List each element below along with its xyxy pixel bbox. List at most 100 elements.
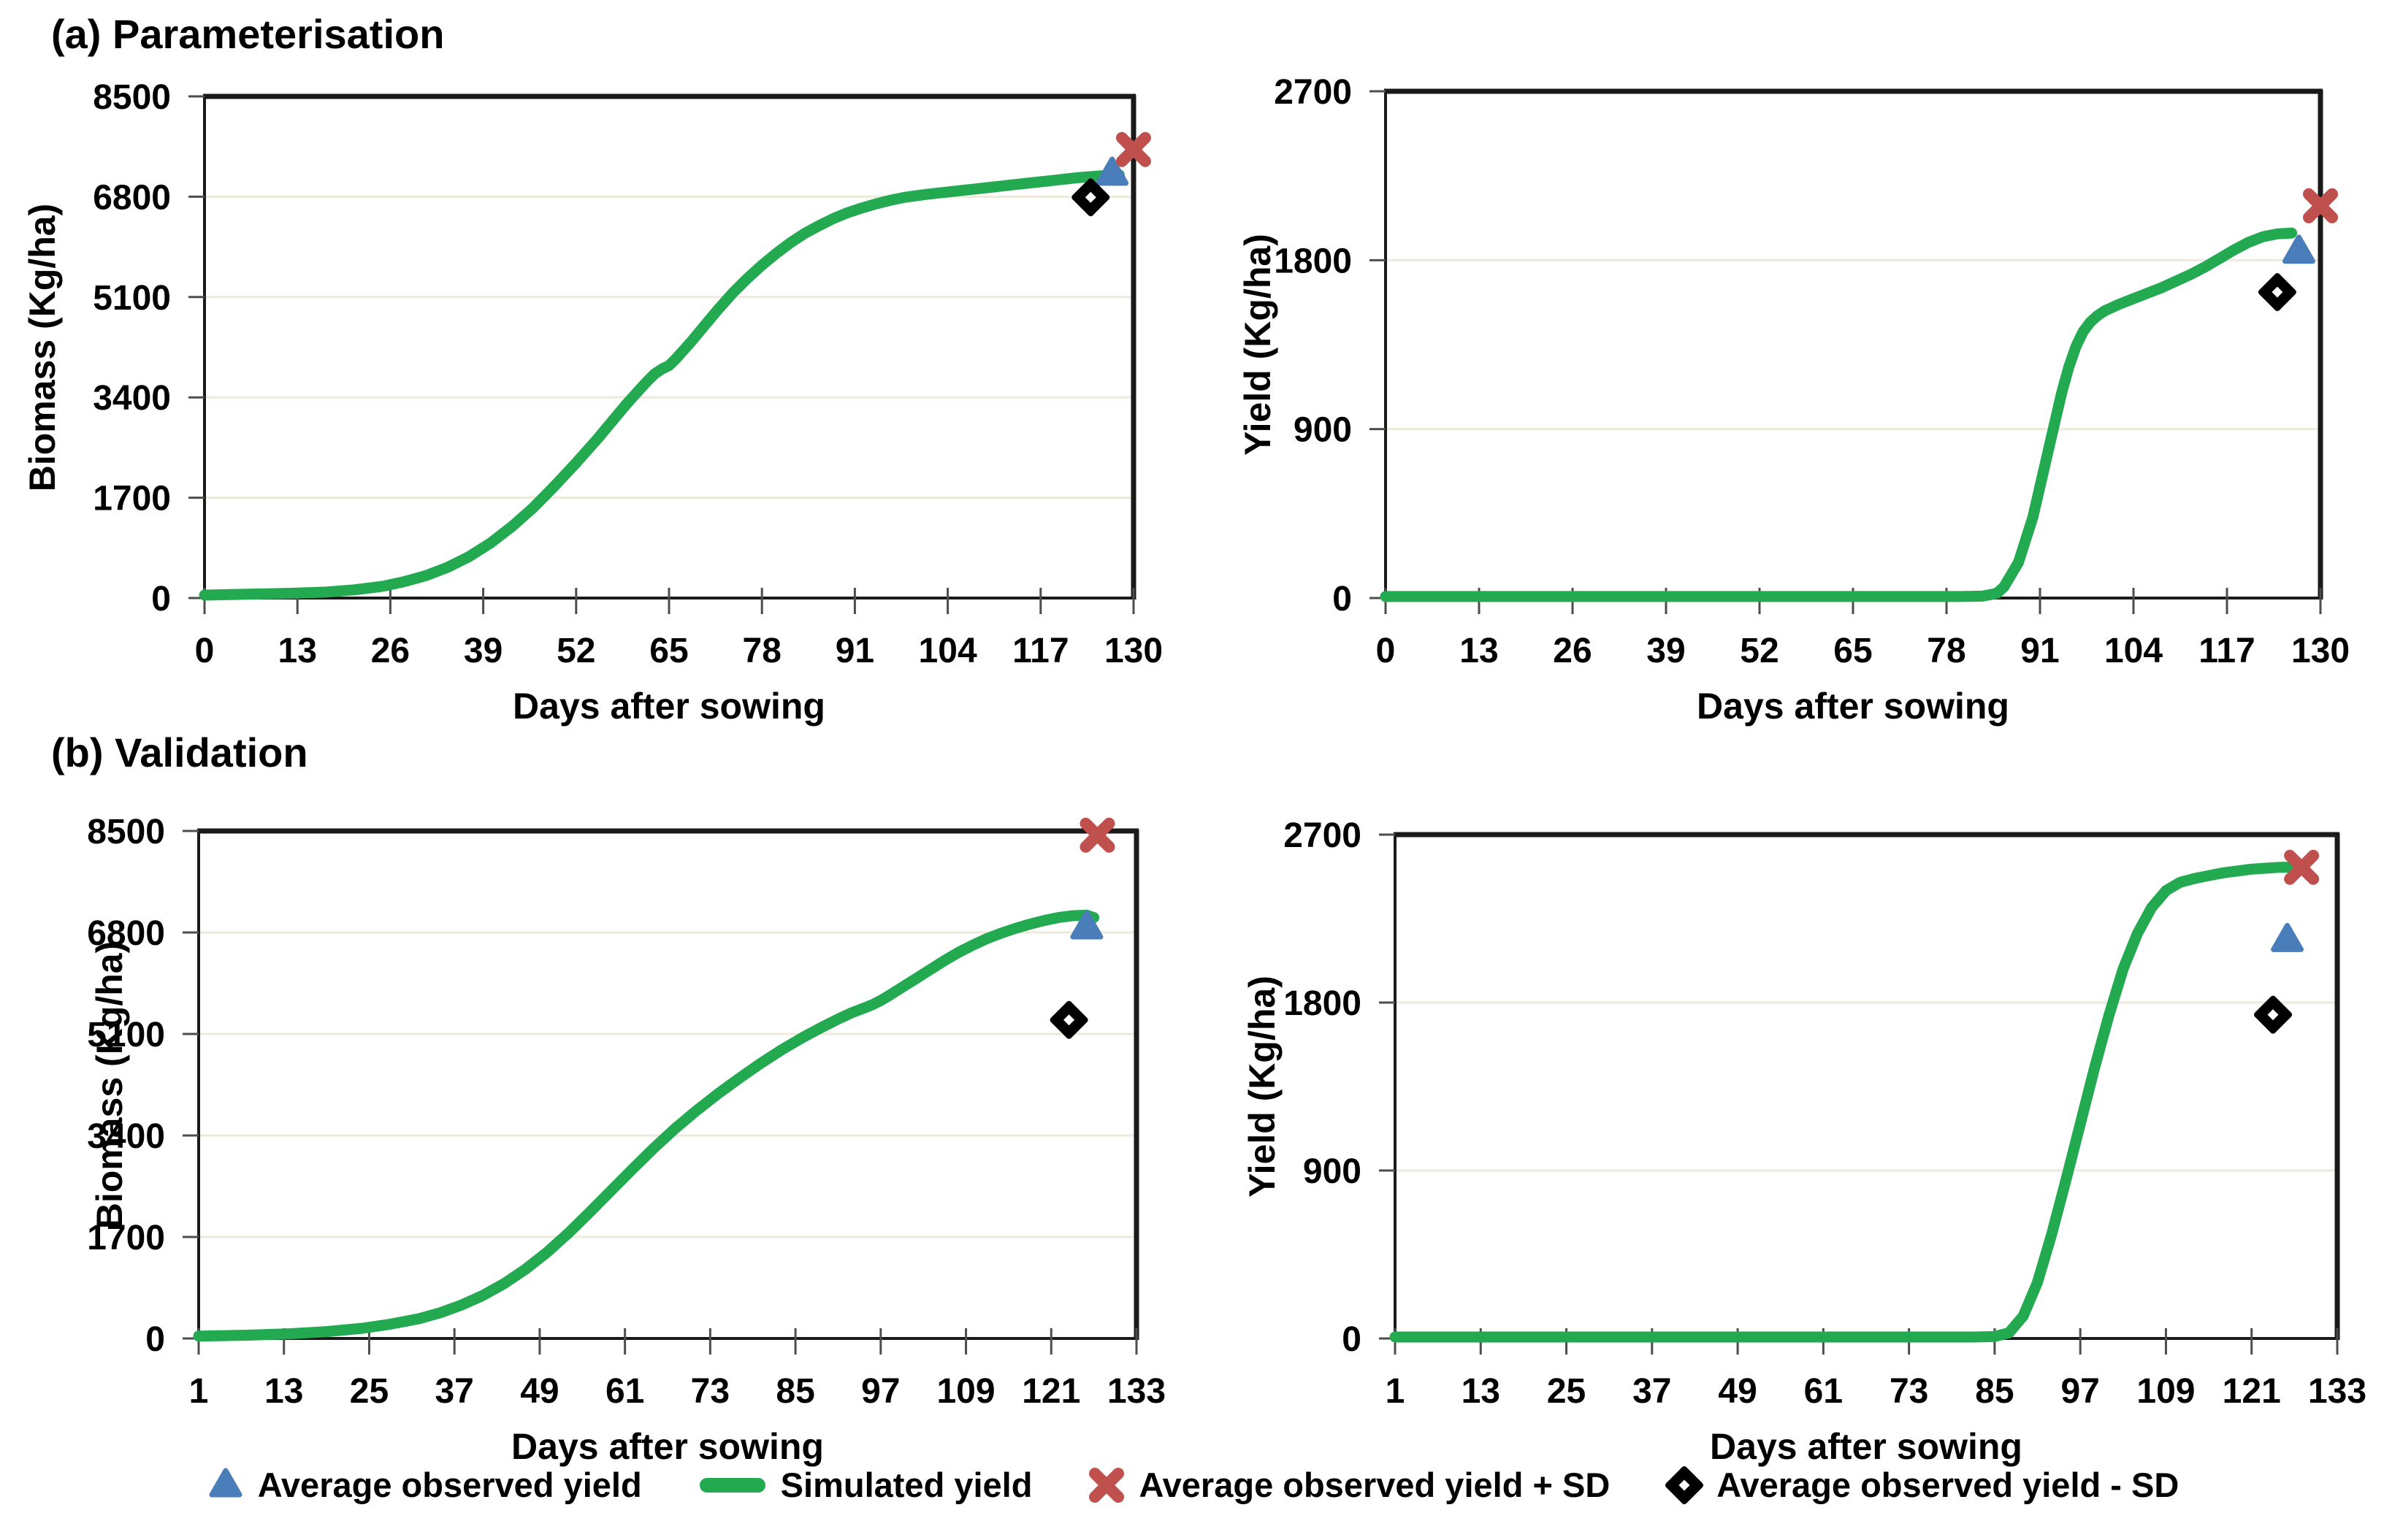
y-tick-label: 0 bbox=[145, 1320, 165, 1359]
observed-minus-sd-marker bbox=[2254, 995, 2293, 1034]
panel-a-title: (a) Parameterisation bbox=[51, 11, 445, 57]
x-tick-label: 117 bbox=[2198, 632, 2255, 670]
simulated-yield-line bbox=[199, 169, 1125, 601]
y-tick-label: 8500 bbox=[93, 78, 171, 117]
axis-label-yield-b: Yield (Kg/ha) bbox=[1242, 976, 1283, 1198]
x-tick-label: 73 bbox=[691, 1372, 730, 1411]
x-tick-label: 25 bbox=[350, 1372, 389, 1411]
x-tick-label: 130 bbox=[1104, 632, 1163, 670]
observed-yield-marker bbox=[1096, 156, 1129, 186]
x-tick-label: 133 bbox=[2308, 1372, 2366, 1411]
observed-plus-sd-marker bbox=[1080, 817, 1115, 853]
legend-item-minus-sd: Average observed yield - SD bbox=[1664, 1464, 2179, 1505]
y-tick-label: 3400 bbox=[93, 379, 171, 418]
triangle-marker bbox=[209, 1468, 242, 1498]
y-tick-label: 900 bbox=[1294, 411, 1352, 450]
x-tick-label: 26 bbox=[1553, 632, 1592, 670]
x-tick-label: 91 bbox=[2020, 632, 2059, 670]
axis-label-days-b2: Days after sowing bbox=[1710, 1426, 2022, 1467]
x-tick-label: 85 bbox=[776, 1372, 814, 1411]
x-tick-label: 13 bbox=[264, 1372, 303, 1411]
plot-frame bbox=[1384, 90, 2322, 599]
plot-frame bbox=[197, 830, 1138, 1340]
chart-validation-biomass: 0 1700 3400 5100 6800 8500 1 13 25 37 49 61 73 85 97 10… bbox=[87, 813, 1166, 1411]
x-tick-label: 39 bbox=[1646, 632, 1685, 670]
legend-diamond-glyph bbox=[1665, 1466, 1704, 1504]
x-tick-label: 73 bbox=[1890, 1372, 1928, 1411]
plot-frame bbox=[203, 95, 1135, 599]
observed-minus-sd-marker bbox=[1050, 1000, 1088, 1039]
y-tick-label: 8500 bbox=[87, 813, 165, 851]
chart-parameterisation-biomass: 0 1700 3400 5100 6800 8500 0 13 26 39 52 65 78 91 104 1… bbox=[93, 78, 1163, 670]
diamond-marker bbox=[1665, 1466, 1704, 1504]
triangle-marker-icon bbox=[205, 1464, 246, 1505]
legend-label: Average observed yield + SD bbox=[1139, 1465, 1611, 1504]
y-tick-label: 1700 bbox=[87, 1219, 165, 1257]
legend-triangle-glyph bbox=[209, 1468, 242, 1498]
x-tick-label: 97 bbox=[861, 1372, 900, 1411]
y-tick-label: 0 bbox=[1342, 1320, 1361, 1359]
legend-label: Simulated yield bbox=[780, 1465, 1033, 1504]
x-tick-label: 65 bbox=[1833, 632, 1872, 670]
x-tick-label: 25 bbox=[1547, 1372, 1586, 1411]
y-tick-label: 1700 bbox=[93, 480, 171, 518]
x-marker bbox=[1089, 1468, 1125, 1503]
x-tick-label: 0 bbox=[1376, 632, 1396, 670]
line-marker bbox=[699, 1478, 765, 1493]
x-tick-label: 121 bbox=[1022, 1372, 1080, 1411]
y-tick-label: 0 bbox=[151, 580, 171, 618]
y-tick-label: 3400 bbox=[87, 1117, 165, 1156]
x-tick-label: 97 bbox=[2060, 1372, 2099, 1411]
axis-label-days-a1: Days after sowing bbox=[513, 686, 825, 727]
y-tick-label: 1800 bbox=[1283, 984, 1361, 1023]
simulated-yield-line bbox=[1380, 227, 2298, 602]
chart-parameterisation-yield: 0 900 1800 2700 0 13 26 39 52 65 78 91 104 117 130 bbox=[1274, 73, 2350, 670]
axis-label-days-b1: Days after sowing bbox=[511, 1426, 824, 1467]
x-tick-label: 1 bbox=[1386, 1372, 1405, 1411]
y-tick-label: 6800 bbox=[93, 178, 171, 217]
y-tick-label: 2700 bbox=[1274, 73, 1352, 112]
x-tick-label: 78 bbox=[743, 632, 782, 670]
legend-item-plus-sd: Average observed yield + SD bbox=[1086, 1464, 1610, 1505]
y-tick-label: 5100 bbox=[93, 279, 171, 318]
x-tick-label: 78 bbox=[1927, 632, 1965, 670]
x-tick-label: 61 bbox=[1804, 1372, 1843, 1411]
x-tick-label: 52 bbox=[557, 632, 595, 670]
diamond-marker-icon bbox=[1664, 1464, 1705, 1505]
x-tick-label: 13 bbox=[278, 632, 317, 670]
observed-yield-marker bbox=[2282, 234, 2315, 264]
observed-yield-marker bbox=[2271, 922, 2304, 952]
plot-frame bbox=[1394, 833, 2339, 1340]
x-tick-label: 133 bbox=[1107, 1372, 1166, 1411]
simulated-yield-line bbox=[1389, 862, 2307, 1343]
x-tick-label: 121 bbox=[2223, 1372, 2281, 1411]
x-tick-label: 0 bbox=[195, 632, 215, 670]
y-tick-label: 6800 bbox=[87, 914, 165, 953]
y-tick-label: 5100 bbox=[87, 1016, 165, 1054]
x-tick-label: 1 bbox=[189, 1372, 209, 1411]
legend-label: Average observed yield bbox=[257, 1465, 642, 1504]
axis-label-biomass-b: Biomass (Kg/ha) bbox=[89, 941, 130, 1230]
legend-label: Average observed yield - SD bbox=[1716, 1465, 2179, 1504]
chart-validation-yield: 0 900 1800 2700 1 13 25 37 49 61 73 85 97 109 121 133 bbox=[1283, 816, 2366, 1411]
x-tick-label: 104 bbox=[2104, 632, 2163, 670]
x-tick-label: 85 bbox=[1975, 1372, 2014, 1411]
x-tick-label: 37 bbox=[1632, 1372, 1671, 1411]
x-tick-label: 91 bbox=[836, 632, 874, 670]
x-tick-label: 61 bbox=[605, 1372, 644, 1411]
x-tick-label: 26 bbox=[371, 632, 410, 670]
observed-minus-sd-marker bbox=[1071, 178, 1110, 217]
x-tick-label: 109 bbox=[936, 1372, 995, 1411]
legend: Average observed yield Simulated yield A… bbox=[0, 1464, 2384, 1505]
x-tick-label: 130 bbox=[2291, 632, 2350, 670]
panel-b-title: (b) Validation bbox=[51, 729, 308, 775]
x-tick-label: 117 bbox=[1012, 632, 1069, 670]
axis-label-yield-a: Yield (Kg/ha) bbox=[1237, 234, 1278, 456]
line-marker-icon bbox=[696, 1464, 769, 1505]
observed-plus-sd-marker bbox=[2303, 188, 2338, 223]
x-tick-label: 65 bbox=[649, 632, 688, 670]
observed-plus-sd-marker bbox=[1116, 131, 1151, 167]
x-tick-label: 49 bbox=[520, 1372, 559, 1411]
x-marker-icon bbox=[1086, 1464, 1127, 1505]
